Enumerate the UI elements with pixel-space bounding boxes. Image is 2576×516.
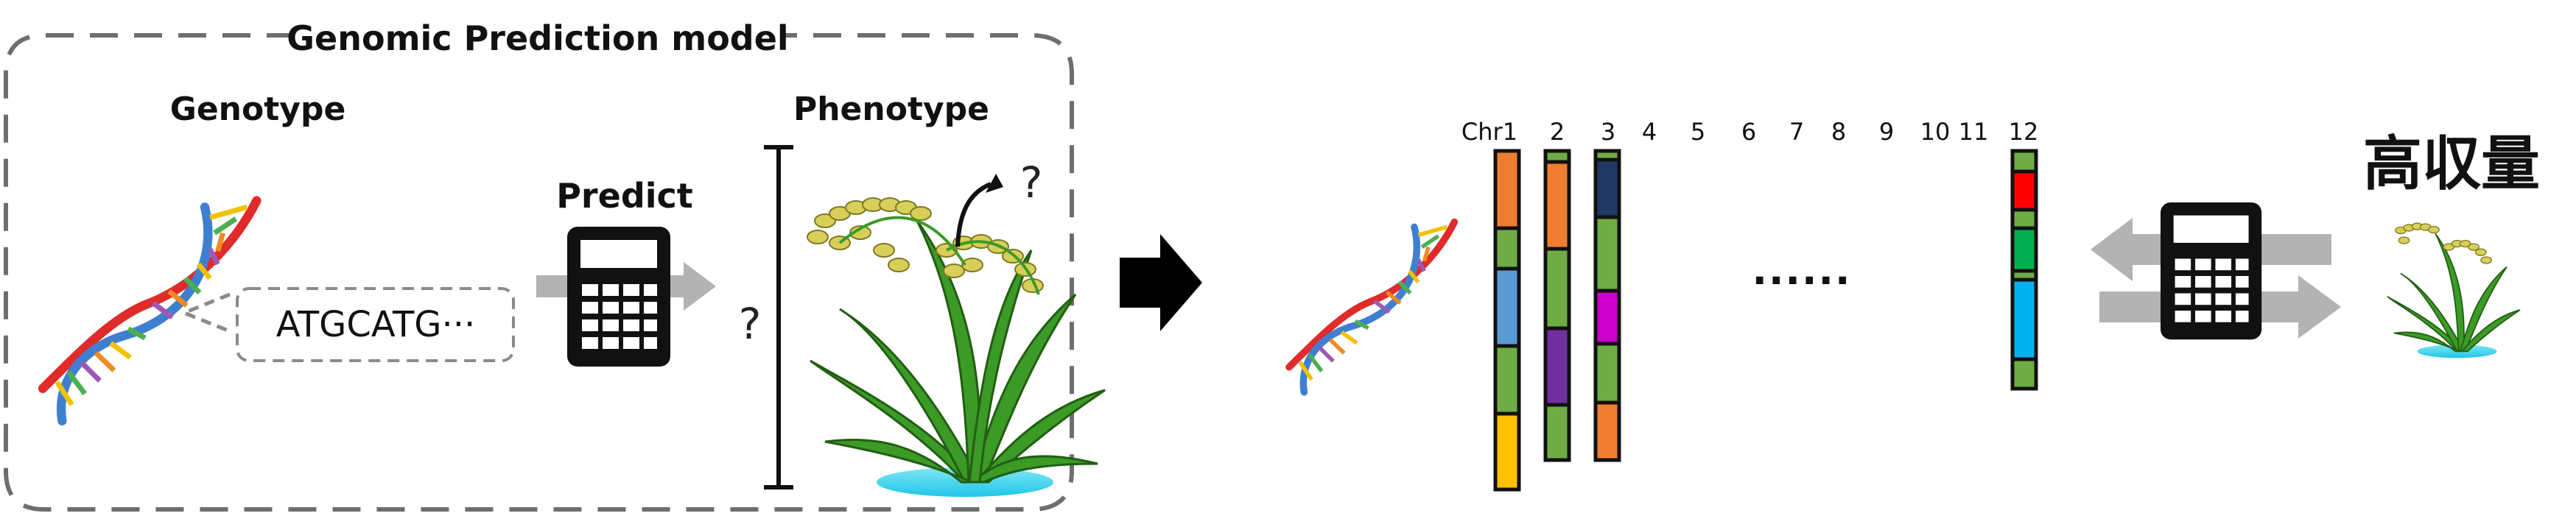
chr-label-7: 7 — [1789, 118, 1804, 146]
chr-label-6: 6 — [1741, 118, 1756, 146]
dna-helix-icon — [43, 201, 256, 421]
genotype-label: Genotype — [170, 91, 346, 128]
chr-label-1: Chr1 — [1461, 118, 1517, 146]
dna-helix-small-icon — [1289, 222, 1454, 392]
height-bracket — [764, 147, 793, 487]
sequence-pointer — [184, 294, 230, 331]
calculator-small-icon — [2161, 202, 2261, 339]
chr-label-9: 9 — [1879, 118, 1894, 146]
chromosome-1 — [1495, 151, 1519, 490]
chr-label-8: 8 — [1831, 118, 1846, 146]
chr-label-4: 4 — [1642, 118, 1657, 146]
chromosome-ellipsis: ······ — [1752, 258, 1851, 304]
high-yield-label: 高収量 — [2363, 130, 2540, 198]
chr-label-3: 3 — [1601, 118, 1615, 146]
chr-label-2: 2 — [1550, 118, 1565, 146]
phenotype-label: Phenotype — [793, 91, 989, 128]
model-box-title: Genomic Prediction model — [287, 18, 788, 58]
calculator-icon — [567, 227, 670, 367]
chr-label-11: 11 — [1959, 118, 1989, 146]
sequence-text: ATGCATG··· — [276, 304, 476, 345]
chr-label-5: 5 — [1691, 118, 1705, 146]
chr-label-10: 10 — [1920, 118, 1951, 146]
rice-plant-small-icon — [2387, 223, 2520, 358]
chromosome-3 — [1596, 151, 1619, 460]
unknown-phenotype-mark: ? — [739, 299, 762, 349]
chromosome-2 — [1545, 151, 1569, 460]
chr-label-12: 12 — [2009, 118, 2039, 146]
chromosome-labels: Chr1 2 3 4 5 6 7 8 9 10 11 12 — [1461, 118, 2038, 146]
predict-label: Predict — [556, 176, 693, 216]
next-step-arrow — [1120, 234, 1202, 331]
plant-unknown-mark: ? — [1020, 158, 1043, 208]
chromosome-12 — [2012, 151, 2036, 389]
